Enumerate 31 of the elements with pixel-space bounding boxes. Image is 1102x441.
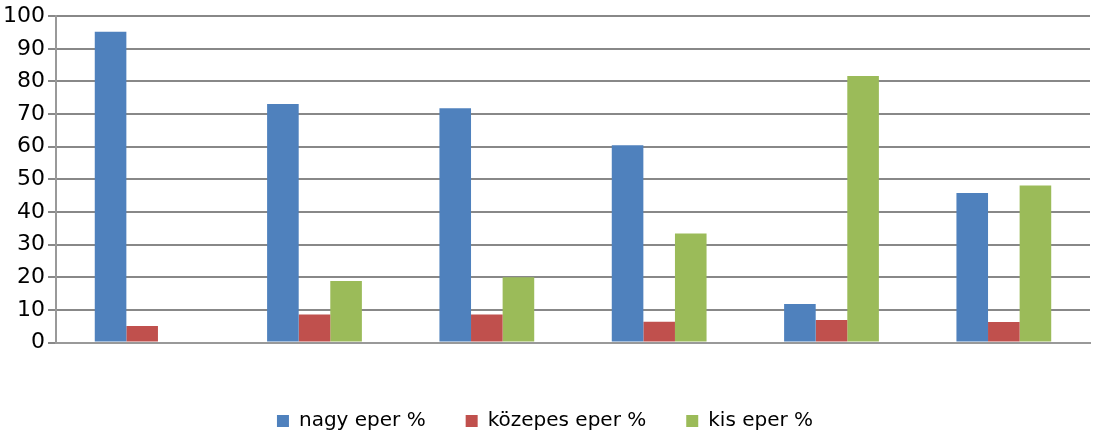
bar <box>956 193 989 342</box>
y-tick-label: 50 <box>16 165 45 191</box>
y-tick-label: 100 <box>2 1 45 27</box>
bar <box>267 104 299 342</box>
y-tick-label: 60 <box>16 132 45 158</box>
bar <box>439 108 472 342</box>
legend-label: közepes eper % <box>487 407 647 432</box>
bar <box>298 314 331 342</box>
bar <box>94 31 127 342</box>
bar <box>502 277 535 342</box>
y-tick-label: 40 <box>16 197 45 223</box>
bar <box>471 314 503 342</box>
bar <box>611 145 644 342</box>
y-tick-label: 80 <box>16 67 45 93</box>
y-tick-label: 90 <box>16 34 45 60</box>
bar <box>674 233 707 342</box>
legend-label: nagy eper % <box>298 407 426 432</box>
bar <box>1019 185 1052 342</box>
bar <box>988 322 1020 342</box>
y-tick-label: 0 <box>30 328 45 354</box>
bar <box>126 325 158 342</box>
legend-label: kis eper % <box>708 407 814 432</box>
bar <box>643 321 675 342</box>
bar <box>784 304 816 342</box>
bar <box>815 320 848 342</box>
bar <box>847 75 879 342</box>
bar <box>330 280 362 342</box>
y-tick-label: 70 <box>16 99 45 125</box>
y-tick-label: 10 <box>16 295 45 321</box>
y-tick-label: 30 <box>16 230 45 256</box>
y-tick-label: 20 <box>16 263 45 289</box>
